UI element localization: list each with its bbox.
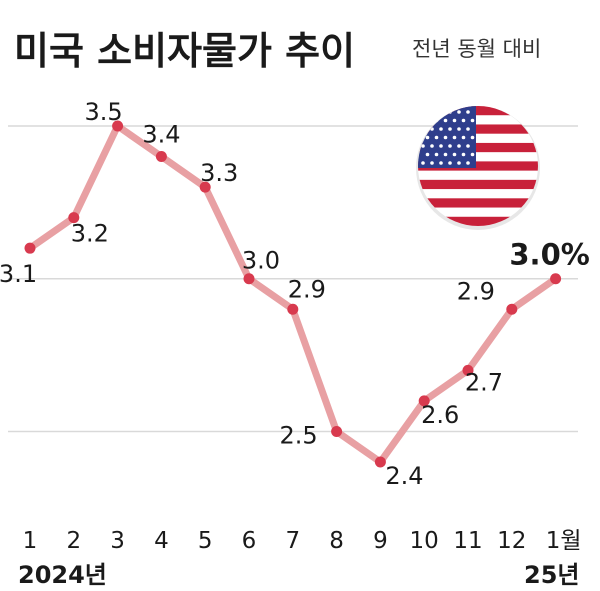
value-label-2: 3.2	[71, 220, 109, 248]
value-label-7: 2.9	[288, 275, 326, 303]
month-label-12: 12	[497, 528, 526, 554]
value-label-4: 3.4	[142, 121, 180, 149]
data-point-3	[112, 120, 124, 132]
data-point-9	[374, 456, 386, 468]
value-label-10: 2.6	[421, 401, 459, 429]
month-label-7: 7	[285, 528, 300, 554]
month-label-4: 4	[154, 528, 169, 554]
month-label-8: 8	[329, 528, 344, 554]
data-point-13	[550, 273, 562, 285]
data-point-1	[24, 242, 36, 254]
value-label-1: 3.1	[0, 260, 37, 288]
data-point-11	[462, 364, 474, 376]
value-label-6: 3.0	[242, 247, 280, 275]
us-flag-icon	[416, 106, 540, 230]
data-point-7	[287, 303, 299, 315]
chart-subtitle: 전년 동월 대비	[412, 37, 541, 61]
value-label-9: 2.4	[385, 462, 423, 490]
month-label-11: 11	[453, 528, 482, 554]
data-point-5	[199, 181, 211, 193]
value-label-8: 2.5	[280, 421, 318, 449]
month-label-9: 9	[373, 528, 388, 554]
year-label-2025: 25년	[524, 561, 579, 589]
data-point-12	[506, 303, 518, 315]
year-label-2024: 2024년	[18, 561, 107, 589]
data-point-10	[418, 395, 430, 407]
chart-title: 미국 소비자물가 추이	[14, 29, 355, 73]
data-point-2	[68, 212, 80, 224]
month-label-5: 5	[198, 528, 213, 554]
month-label-2: 2	[66, 528, 81, 554]
data-point-4	[155, 151, 167, 163]
month-label-1: 1	[23, 528, 38, 554]
data-point-6	[243, 273, 255, 285]
month-label-13: 1월	[546, 528, 582, 554]
month-label-3: 3	[110, 528, 125, 554]
value-label-11: 2.7	[465, 368, 503, 396]
value-label-5: 3.3	[200, 159, 238, 187]
value-label-12: 2.9	[457, 277, 495, 305]
data-point-8	[331, 425, 343, 437]
month-label-6: 6	[242, 528, 257, 554]
value-label-13: 3.0%	[509, 238, 589, 272]
value-label-3: 3.5	[85, 98, 123, 126]
month-label-10: 10	[410, 528, 439, 554]
